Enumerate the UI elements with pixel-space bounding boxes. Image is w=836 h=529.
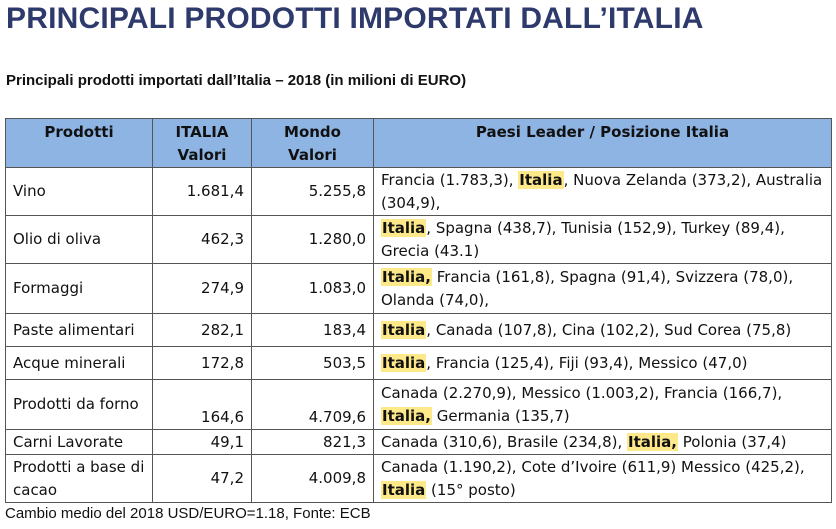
header-italia: ITALIA Valori	[152, 118, 252, 168]
cell-paesi: Italia, Francia (125,4), Fiji (93,4), Me…	[373, 346, 832, 380]
cell-mondo-value: 1.280,0	[251, 215, 374, 264]
cell-paesi: Canada (1.190,2), Cote d’Ivoire (611,9) …	[373, 454, 832, 503]
header-prodotti: Prodotti	[5, 118, 153, 168]
footer-note: Cambio medio del 2018 USD/EURO=1.18, Fon…	[5, 505, 371, 522]
cell-product: Prodotti a base di cacao	[5, 454, 153, 503]
cell-italia-value: 164,6	[152, 379, 252, 430]
cell-paesi: Canada (2.270,9), Messico (1.003,2), Fra…	[373, 379, 832, 430]
header-mondo: Mondo Valori	[251, 118, 374, 168]
cell-product: Vino	[5, 167, 153, 216]
italia-highlight: Italia	[381, 218, 427, 237]
cell-product: Olio di oliva	[5, 215, 153, 264]
table-title: Principali prodotti importati dall’Itali…	[6, 72, 467, 89]
italia-highlight: Italia,	[381, 267, 432, 286]
cell-product: Paste alimentari	[5, 313, 153, 347]
table-row: Vino 1.681,4 5.255,8 Francia (1.783,3), …	[5, 167, 832, 216]
cell-italia-value: 47,2	[152, 454, 252, 503]
cell-product: Acque minerali	[5, 346, 153, 380]
cell-paesi: Italia, Canada (107,8), Cina (102,2), Su…	[373, 313, 832, 347]
cell-italia-value: 49,1	[152, 429, 252, 455]
cell-mondo-value: 821,3	[251, 429, 374, 455]
table-row: Olio di oliva 462,3 1.280,0 Italia, Spag…	[5, 215, 832, 264]
import-table: Prodotti ITALIA Valori Mondo Valori Paesi …	[5, 118, 832, 503]
italia-highlight: Italia	[518, 170, 564, 189]
header-paesi: Paesi Leader / Posizione Italia	[373, 118, 832, 168]
table-row: Carni Lavorate 49,1 821,3 Canada (310,6)…	[5, 429, 832, 455]
page-title: PRINCIPALI PRODOTTI IMPORTATI DALL’ITALI…	[6, 2, 704, 35]
italia-highlight: Italia,	[381, 406, 432, 425]
cell-mondo-value: 503,5	[251, 346, 374, 380]
italia-highlight: Italia	[381, 320, 427, 339]
cell-mondo-value: 4.709,6	[251, 379, 374, 430]
table-row: Prodotti da forno 164,6 4.709,6 Canada (…	[5, 379, 832, 430]
cell-mondo-value: 4.009,8	[251, 454, 374, 503]
cell-italia-value: 282,1	[152, 313, 252, 347]
table-row: Paste alimentari 282,1 183,4 Italia, Can…	[5, 313, 832, 347]
cell-paesi: Italia, Francia (161,8), Spagna (91,4), …	[373, 263, 832, 314]
cell-italia-value: 1.681,4	[152, 167, 252, 216]
cell-italia-value: 274,9	[152, 263, 252, 314]
cell-product: Formaggi	[5, 263, 153, 314]
table-row: Formaggi 274,9 1.083,0 Italia, Francia (…	[5, 263, 832, 314]
cell-product: Carni Lavorate	[5, 429, 153, 455]
table-header-row: Prodotti ITALIA Valori Mondo Valori Paesi …	[5, 118, 832, 168]
table-row: Prodotti a base di cacao 47,2 4.009,8 Ca…	[5, 454, 832, 503]
italia-highlight: Italia,	[627, 432, 678, 451]
cell-mondo-value: 183,4	[251, 313, 374, 347]
italia-highlight: Italia	[381, 353, 427, 372]
cell-paesi: Canada (310,6), Brasile (234,8), Italia,…	[373, 429, 832, 455]
cell-paesi: Francia (1.783,3), Italia, Nuova Zelanda…	[373, 167, 832, 216]
cell-paesi: Italia, Spagna (438,7), Tunisia (152,9),…	[373, 215, 832, 264]
cell-italia-value: 172,8	[152, 346, 252, 380]
cell-mondo-value: 5.255,8	[251, 167, 374, 216]
cell-product: Prodotti da forno	[5, 379, 153, 430]
cell-mondo-value: 1.083,0	[251, 263, 374, 314]
italia-highlight: Italia	[381, 480, 427, 499]
table-row: Acque minerali 172,8 503,5 Italia, Franc…	[5, 346, 832, 380]
cell-italia-value: 462,3	[152, 215, 252, 264]
